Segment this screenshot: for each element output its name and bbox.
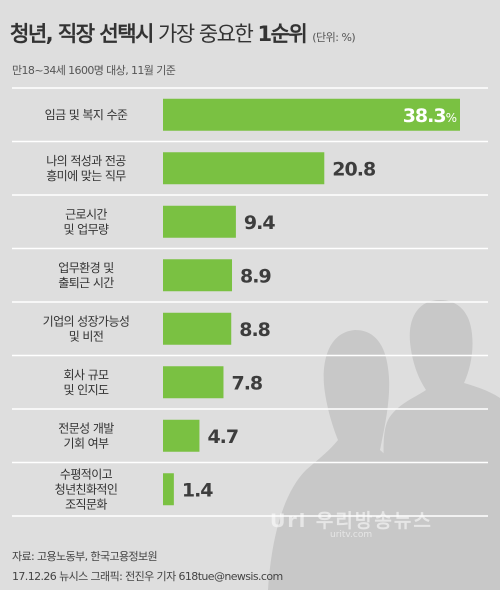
bar <box>163 152 325 185</box>
category-label-line: 흥미에 맞는 직무 <box>46 169 126 183</box>
value-label: 4.7 <box>207 426 238 448</box>
value-label: 1.4 <box>182 479 213 501</box>
figure-man <box>383 300 500 590</box>
bar-row: 기업의 성장가능성 및 비전 8.8 <box>43 312 272 345</box>
category-label-line: 기업의 성장가능성 <box>43 314 130 328</box>
unit-label: (단위: %) <box>312 31 356 44</box>
category-label: 수평적이고 청년친화적인 조직문화 <box>55 467 118 511</box>
category-label-line: 임금 및 복지 수준 <box>45 108 128 122</box>
bar-row: 나의 적성과 전공 흥미에 맞는 직무 20.8 <box>46 152 377 185</box>
bar <box>163 473 174 506</box>
category-label-line: 나의 적성과 전공 <box>46 154 126 168</box>
title-part2: 가장 중요한 <box>152 22 258 46</box>
category-label-line: 및 업무량 <box>64 222 110 236</box>
category-label: 근로시간 및 업무량 <box>64 207 110 236</box>
source-note: 자료: 고용노동부, 한국고용정보원 <box>12 550 158 563</box>
bar-row: 근로시간 및 업무량 9.4 <box>64 205 276 238</box>
category-label: 업무환경 및 출퇴근 시간 <box>58 261 114 290</box>
value-unit: % <box>446 111 457 125</box>
bar-row: 회사 규모 및 인지도 7.8 <box>64 366 264 399</box>
category-label: 나의 적성과 전공 흥미에 맞는 직무 <box>46 154 126 183</box>
bar <box>163 312 232 345</box>
title-part1: 청년, 직장 선택시 <box>10 22 154 46</box>
bar-row: 임금 및 복지 수준 38.3% <box>45 98 460 131</box>
value-label: 38.3% <box>403 105 457 127</box>
value-label: 20.8 <box>332 158 376 180</box>
figure-woman <box>268 330 420 590</box>
bar <box>163 366 224 399</box>
category-label-line: 조직문화 <box>65 497 107 511</box>
bar-row: 업무환경 및 출퇴근 시간 8.9 <box>58 259 272 292</box>
value-label: 8.8 <box>239 319 270 341</box>
silhouette-figures <box>268 300 500 590</box>
title-part3: 1순위 <box>257 22 307 46</box>
bar <box>163 259 233 292</box>
category-label-line: 출퇴근 시간 <box>58 276 114 290</box>
category-label-line: 청년친화적인 <box>55 482 118 496</box>
value-label: 9.4 <box>244 212 275 234</box>
chart-rows: 임금 및 복지 수준 38.3% 나의 적성과 전공 흥미에 맞는 직무 20.8 근로시… <box>43 98 460 511</box>
bar-row: 전문성 개발 기회 여부 4.7 <box>58 419 239 452</box>
category-label-line: 및 인지도 <box>64 383 110 397</box>
category-label: 전문성 개발 기회 여부 <box>58 421 114 450</box>
value-number: 38.3 <box>403 105 446 127</box>
category-label: 기업의 성장가능성 및 비전 <box>43 314 130 343</box>
category-label-line: 수평적이고 <box>60 467 113 481</box>
category-label-line: 근로시간 <box>65 207 107 221</box>
category-label-line: 전문성 개발 <box>58 421 114 435</box>
watermark-url: uritv.com <box>330 530 373 540</box>
category-label-line: 기회 여부 <box>64 436 110 450</box>
bar <box>163 205 236 238</box>
watermark: Uri 우리방송뉴스 <box>270 510 433 532</box>
category-label: 회사 규모 및 인지도 <box>64 368 110 397</box>
category-label-line: 업무환경 및 <box>58 261 114 275</box>
credit-note: 17.12.26 뉴시스 그래픽: 전진우 기자 618tue@newsis.c… <box>12 570 283 583</box>
value-label: 7.8 <box>231 372 262 394</box>
row-separators <box>12 87 488 517</box>
bar-row: 수평적이고 청년친화적인 조직문화 1.4 <box>55 467 215 511</box>
category-label: 임금 및 복지 수준 <box>45 108 128 122</box>
subtitle: 만18~34세 1600명 대상, 11월 기준 <box>12 64 176 77</box>
category-label-line: 회사 규모 <box>64 368 110 382</box>
chart-title: 청년, 직장 선택시 가장 중요한 1순위 (단위: %) <box>10 18 356 48</box>
bar <box>163 98 460 131</box>
value-label: 8.9 <box>240 265 271 287</box>
category-label-line: 및 비전 <box>69 329 104 343</box>
bar <box>163 419 200 452</box>
